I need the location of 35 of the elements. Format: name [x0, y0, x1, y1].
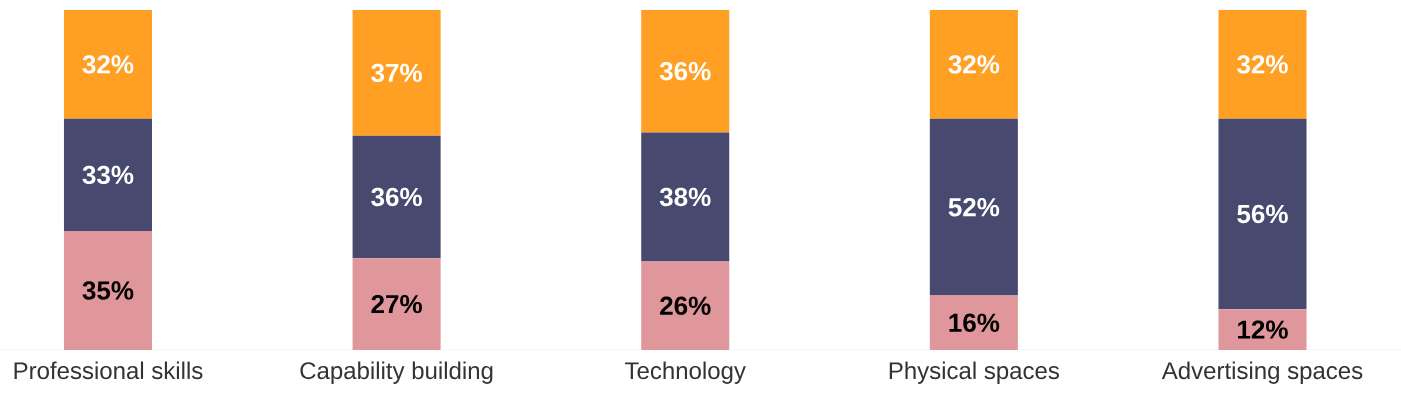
- bar: [63, 230, 152, 350]
- data-label: 36%: [659, 61, 711, 81]
- data-label: 56%: [1237, 204, 1288, 224]
- bar: [352, 9, 441, 136]
- bar: [63, 118, 152, 231]
- data-label: 32%: [948, 55, 1000, 74]
- x-tick-label: Professional skills: [14, 361, 203, 380]
- bar: [1218, 9, 1307, 119]
- data-label: 38%: [659, 187, 711, 207]
- bar: [1218, 118, 1307, 310]
- bar: [641, 261, 730, 350]
- bar: [929, 9, 1018, 119]
- bar: [929, 118, 1018, 296]
- bar: [641, 132, 730, 262]
- bar: [1218, 309, 1307, 350]
- data-label: 32%: [82, 55, 134, 74]
- data-label: 35%: [82, 281, 134, 300]
- x-tick-label: Technology: [625, 361, 746, 384]
- data-label: 52%: [948, 197, 1000, 217]
- bar: [352, 135, 441, 259]
- data-label: 32%: [1237, 55, 1288, 74]
- data-label: 37%: [371, 63, 422, 83]
- data-label: 16%: [949, 313, 1000, 332]
- bar: [641, 9, 730, 133]
- bar: [929, 295, 1018, 350]
- data-label: 36%: [371, 187, 422, 207]
- x-tick-label: Capability building: [300, 361, 493, 384]
- data-label: 26%: [660, 296, 711, 315]
- data-label: 33%: [82, 165, 134, 185]
- x-tick-label: Advertising spaces: [1161, 361, 1363, 384]
- data-label: 27%: [371, 294, 422, 314]
- data-label: 12%: [1238, 320, 1288, 339]
- x-tick-label: Physical spaces: [889, 361, 1059, 384]
- bar: [63, 9, 152, 119]
- bar: [352, 258, 441, 350]
